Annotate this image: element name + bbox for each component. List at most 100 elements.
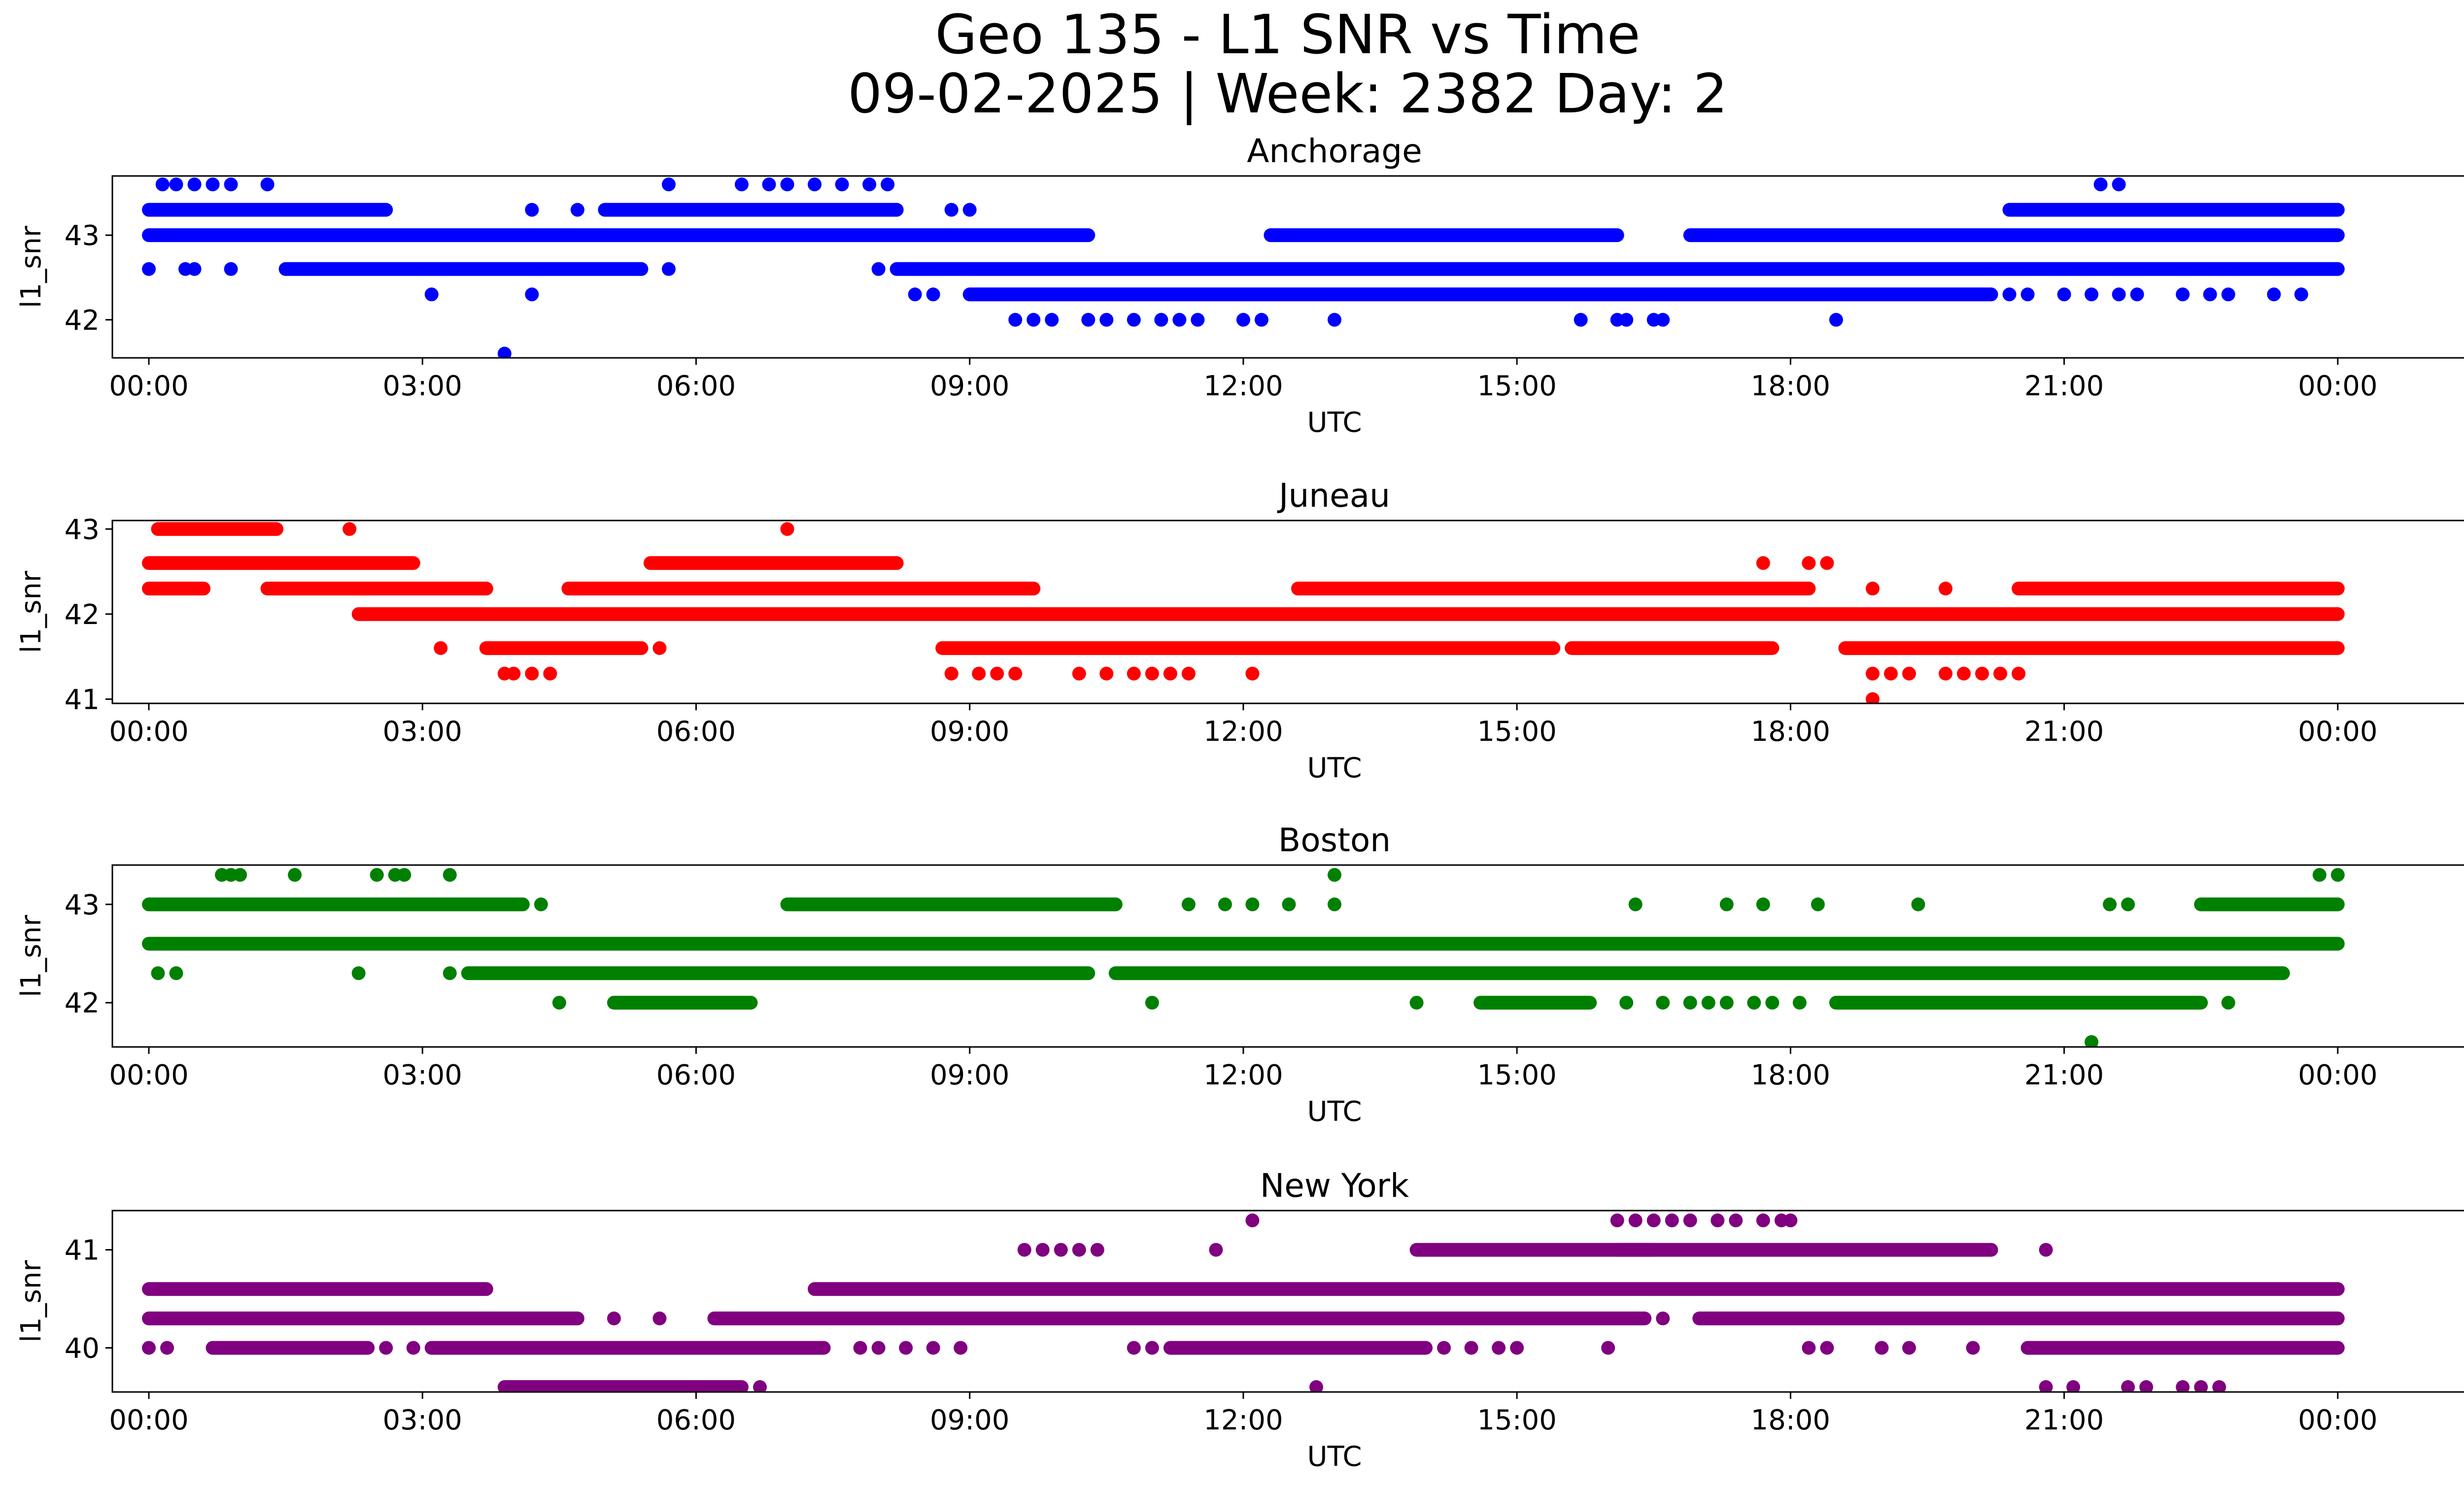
new-york-point-36	[1756, 1213, 1770, 1227]
boston-point-12	[1181, 897, 1196, 911]
boston-xtick-label-3: 09:00	[930, 1059, 1009, 1091]
juneau-point-27	[1975, 666, 1989, 681]
new-york-point-7	[926, 1341, 940, 1355]
boston-point-15	[1282, 897, 1296, 911]
new-york-point-28	[1245, 1213, 1260, 1227]
boston-xtick-label-8: 00:00	[2298, 1059, 2377, 1091]
new-york-point-32	[1665, 1213, 1679, 1227]
anchorage-point-12	[862, 177, 877, 192]
new-york-point-5	[871, 1341, 886, 1355]
boston-point-13	[1218, 897, 1232, 911]
boston-xtick-label-7: 21:00	[2024, 1059, 2104, 1091]
figure-title-line1: Geo 135 - L1 SNR vs Time	[935, 3, 1640, 66]
juneau-ylabel: l1_snr	[15, 570, 47, 653]
anchorage-point-32	[2057, 287, 2071, 302]
anchorage-point-45	[1099, 313, 1114, 327]
new-york-point-18	[1875, 1341, 1889, 1355]
juneau-xtick-label-2: 06:00	[656, 716, 736, 748]
new-york-point-14	[1510, 1341, 1524, 1355]
new-york-point-50	[753, 1380, 767, 1392]
anchorage-point-36	[2176, 287, 2190, 302]
juneau-point-11	[944, 666, 958, 681]
juneau-xtick-label-3: 09:00	[930, 716, 1009, 748]
anchorage-point-20	[142, 262, 156, 276]
juneau-point-12	[972, 666, 986, 681]
boston-ytick-label-0: 42	[65, 987, 100, 1019]
boston-point-21	[1911, 897, 1925, 911]
new-york-point-19	[1902, 1341, 1916, 1355]
anchorage-point-23	[224, 262, 238, 276]
anchorage-axes-frame	[111, 175, 2464, 359]
anchorage-point-14	[2093, 177, 2108, 192]
boston-point-31	[1619, 996, 1634, 1010]
anchorage-point-19	[962, 203, 977, 217]
new-york-title: New York	[1260, 1167, 1409, 1205]
anchorage-point-43	[1045, 313, 1059, 327]
anchorage-point-24	[661, 262, 676, 276]
boston-point-7	[443, 868, 457, 882]
anchorage-point-59	[497, 347, 512, 358]
juneau-point-20	[1181, 666, 1196, 681]
anchorage-point-4	[224, 177, 238, 192]
boston-point-17	[1628, 897, 1643, 911]
juneau-point-21	[1245, 666, 1260, 681]
anchorage-point-17	[570, 203, 584, 217]
new-york-point-0	[142, 1341, 156, 1355]
juneau-point-3	[1802, 556, 1816, 570]
new-york-point-35	[1729, 1213, 1743, 1227]
boston-ytick-label-1: 43	[65, 889, 100, 921]
new-york-point-1	[160, 1341, 174, 1355]
anchorage-point-53	[1574, 313, 1588, 327]
juneau-point-14	[1008, 666, 1023, 681]
new-york-point-33	[1683, 1213, 1697, 1227]
new-york-ytick-label-0: 40	[65, 1332, 100, 1364]
boston-point-39	[2221, 996, 2235, 1010]
new-york-point-2	[379, 1341, 393, 1355]
new-york-ytick-label-1: 41	[65, 1235, 100, 1267]
anchorage-point-8	[762, 177, 776, 192]
new-york-point-8	[954, 1341, 968, 1355]
new-york-xtick-label-6: 18:00	[1751, 1404, 1830, 1436]
anchorage-point-0	[155, 177, 170, 192]
anchorage-point-40	[2294, 287, 2308, 302]
new-york-point-29	[1610, 1213, 1624, 1227]
boston-point-16	[1328, 897, 1341, 911]
anchorage-xtick-label-7: 21:00	[2024, 370, 2104, 402]
juneau-point-5	[434, 641, 448, 655]
new-york-point-30	[1628, 1213, 1643, 1227]
boston-xtick-label-5: 15:00	[1477, 1059, 1556, 1091]
anchorage-point-9	[780, 177, 794, 192]
anchorage-ylabel: l1_snr	[15, 225, 47, 308]
juneau-xtick-label-1: 03:00	[383, 716, 462, 748]
anchorage-point-37	[2203, 287, 2217, 302]
boston-point-26	[351, 966, 366, 980]
juneau-xtick-label-8: 00:00	[2298, 716, 2377, 748]
new-york-xtick-label-1: 03:00	[383, 1404, 462, 1436]
new-york-xtick-label-3: 09:00	[930, 1404, 1009, 1436]
boston-title: Boston	[1278, 821, 1391, 859]
boston-xtick-label-6: 18:00	[1751, 1059, 1830, 1091]
anchorage-point-27	[525, 287, 539, 302]
new-york-point-39	[607, 1311, 621, 1325]
boston-point-37	[1765, 996, 1780, 1010]
juneau-point-30	[1865, 692, 1880, 703]
anchorage-point-52	[1328, 313, 1341, 327]
anchorage-xtick-label-3: 09:00	[930, 370, 1009, 402]
new-york-point-27	[2039, 1243, 2053, 1257]
new-york-point-6	[899, 1341, 913, 1355]
anchorage-point-46	[1127, 313, 1141, 327]
anchorage-point-5	[260, 177, 274, 192]
anchorage-point-47	[1154, 313, 1168, 327]
anchorage-point-15	[2112, 177, 2126, 192]
new-york-point-3	[406, 1341, 420, 1355]
new-york-point-34	[1711, 1213, 1725, 1227]
juneau-point-4	[1820, 556, 1834, 570]
anchorage-subplot: Anchorage 00:00 03:00 06:00 09:00 12:00 15:00 1…	[15, 132, 2464, 439]
juneau-xtick-label-7: 21:00	[2024, 716, 2104, 748]
boston-point-32	[1656, 996, 1670, 1010]
boston-point-33	[1683, 996, 1697, 1010]
juneau-ytick-label-1: 42	[65, 599, 100, 631]
anchorage-point-2	[187, 177, 202, 192]
juneau-xtick-label-6: 18:00	[1751, 716, 1830, 748]
